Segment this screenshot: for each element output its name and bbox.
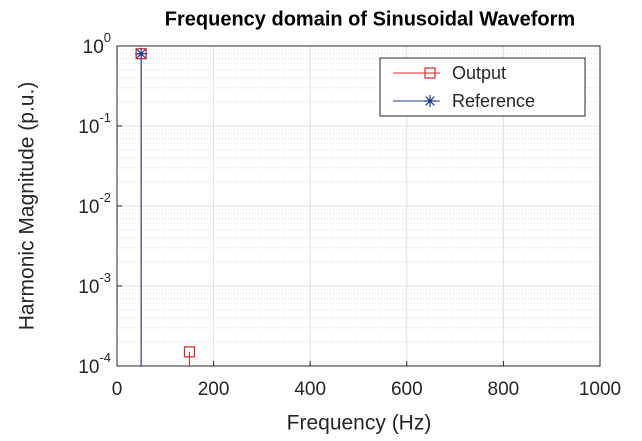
legend-label: Reference xyxy=(452,91,535,111)
legend-marker xyxy=(424,67,436,79)
x-tick-label: 1000 xyxy=(579,379,621,400)
y-tick-label: 10-3 xyxy=(78,270,111,298)
y-tick-base: 10 xyxy=(78,357,99,378)
legend-box xyxy=(379,57,586,117)
y-tick-label: 100 xyxy=(83,30,111,58)
y-tick-base: 10 xyxy=(78,117,99,138)
y-tick-base: 10 xyxy=(78,197,99,218)
chart-title: Frequency domain of Sinusoidal Waveform xyxy=(165,8,575,30)
legend-marker xyxy=(424,95,436,107)
y-tick-label: 10-4 xyxy=(78,350,111,378)
y-tick-exponent: -3 xyxy=(99,270,111,285)
stem-marker xyxy=(135,47,148,60)
y-tick-base: 10 xyxy=(78,277,99,298)
x-tick-label: 800 xyxy=(488,379,520,400)
legend-label: Output xyxy=(452,63,506,83)
x-tick-label: 200 xyxy=(198,379,230,400)
y-axis-label: Harmonic Magnitude (p.u.) xyxy=(16,82,39,331)
y-tick-label: 10-1 xyxy=(78,110,111,138)
y-tick-exponent: -2 xyxy=(99,190,111,205)
x-axis-label: Frequency (Hz) xyxy=(287,412,432,435)
plot-frame xyxy=(116,45,601,367)
y-tick-base: 10 xyxy=(83,37,104,58)
y-tick-exponent: 0 xyxy=(104,30,111,45)
x-tick-label: 600 xyxy=(391,379,423,400)
y-tick-exponent: -1 xyxy=(99,110,111,125)
y-tick-exponent: -4 xyxy=(99,350,111,365)
x-tick-label: 0 xyxy=(112,379,123,400)
stem-marker xyxy=(183,346,196,358)
x-tick-label: 400 xyxy=(294,379,326,400)
y-tick-label: 10-2 xyxy=(78,190,111,218)
